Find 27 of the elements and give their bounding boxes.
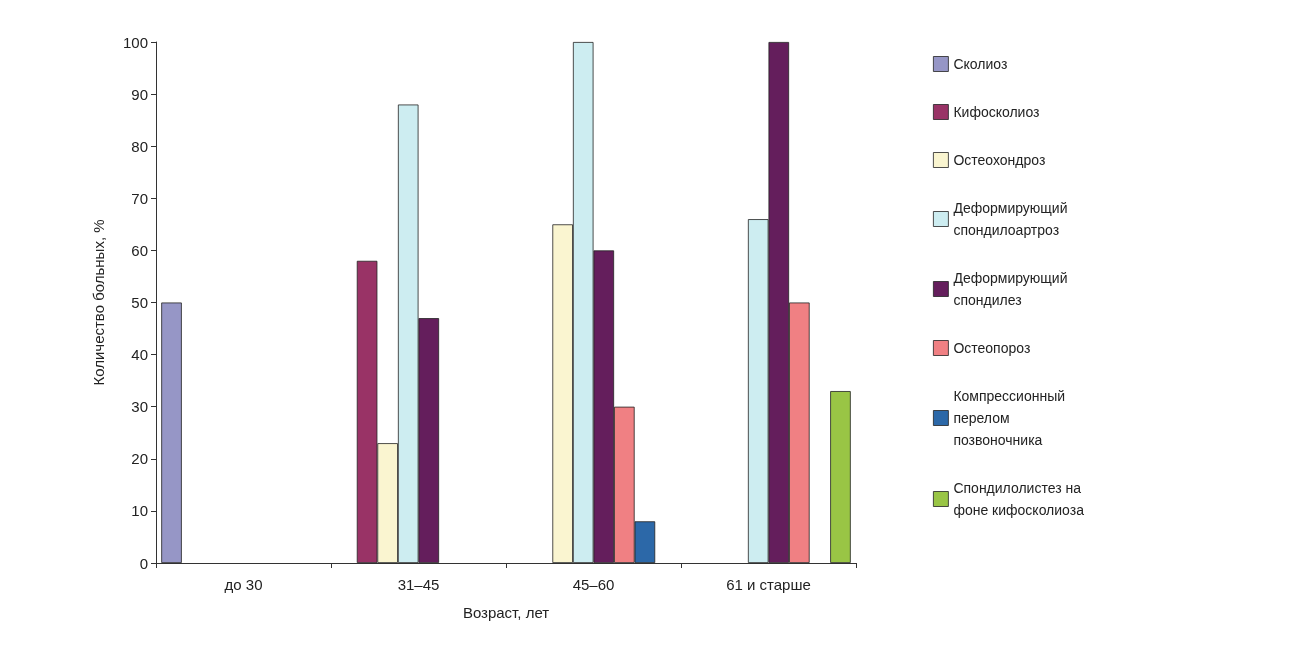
y-tick-label: 0 bbox=[139, 554, 148, 572]
x-tick-label: 61 и старше bbox=[726, 576, 811, 593]
x-tick-label: до 30 bbox=[224, 576, 263, 593]
legend-label: Сколиоз bbox=[953, 56, 1008, 72]
y-tick-label: 90 bbox=[131, 85, 148, 103]
y-tick-label: 80 bbox=[131, 137, 148, 155]
legend-label: Деформирующий спондилез bbox=[953, 270, 1072, 308]
y-tick-label: 40 bbox=[131, 346, 148, 364]
y-tick-label: 50 bbox=[131, 294, 148, 311]
legend-label: Кифосколиоз bbox=[953, 104, 1040, 120]
y-tick-label: 100 bbox=[122, 33, 148, 51]
x-tick-label: 45–60 bbox=[572, 576, 615, 593]
x-tick-label: 31–45 bbox=[397, 576, 440, 593]
y-tick-label: 60 bbox=[131, 241, 148, 259]
bar bbox=[161, 302, 182, 563]
legend-label: Спондилолистез на фоне кифосколиоза bbox=[953, 480, 1085, 518]
y-tick-label: 30 bbox=[131, 398, 148, 416]
legend-label: Компрессионный перелом позвоночника bbox=[953, 388, 1069, 448]
y-tick-label: 70 bbox=[131, 189, 148, 207]
legend-label: Остеопороз bbox=[953, 340, 1031, 356]
y-tick-label: 20 bbox=[131, 450, 148, 468]
y-tick-label: 10 bbox=[131, 502, 148, 520]
y-axis-title: Количество больных, % bbox=[90, 219, 107, 386]
legend-label: Остеохондроз bbox=[953, 152, 1046, 168]
bar bbox=[830, 391, 851, 563]
x-axis-title: Возраст, лет bbox=[462, 604, 550, 621]
legend-label: Деформирующий спондилоартроз bbox=[953, 200, 1072, 238]
